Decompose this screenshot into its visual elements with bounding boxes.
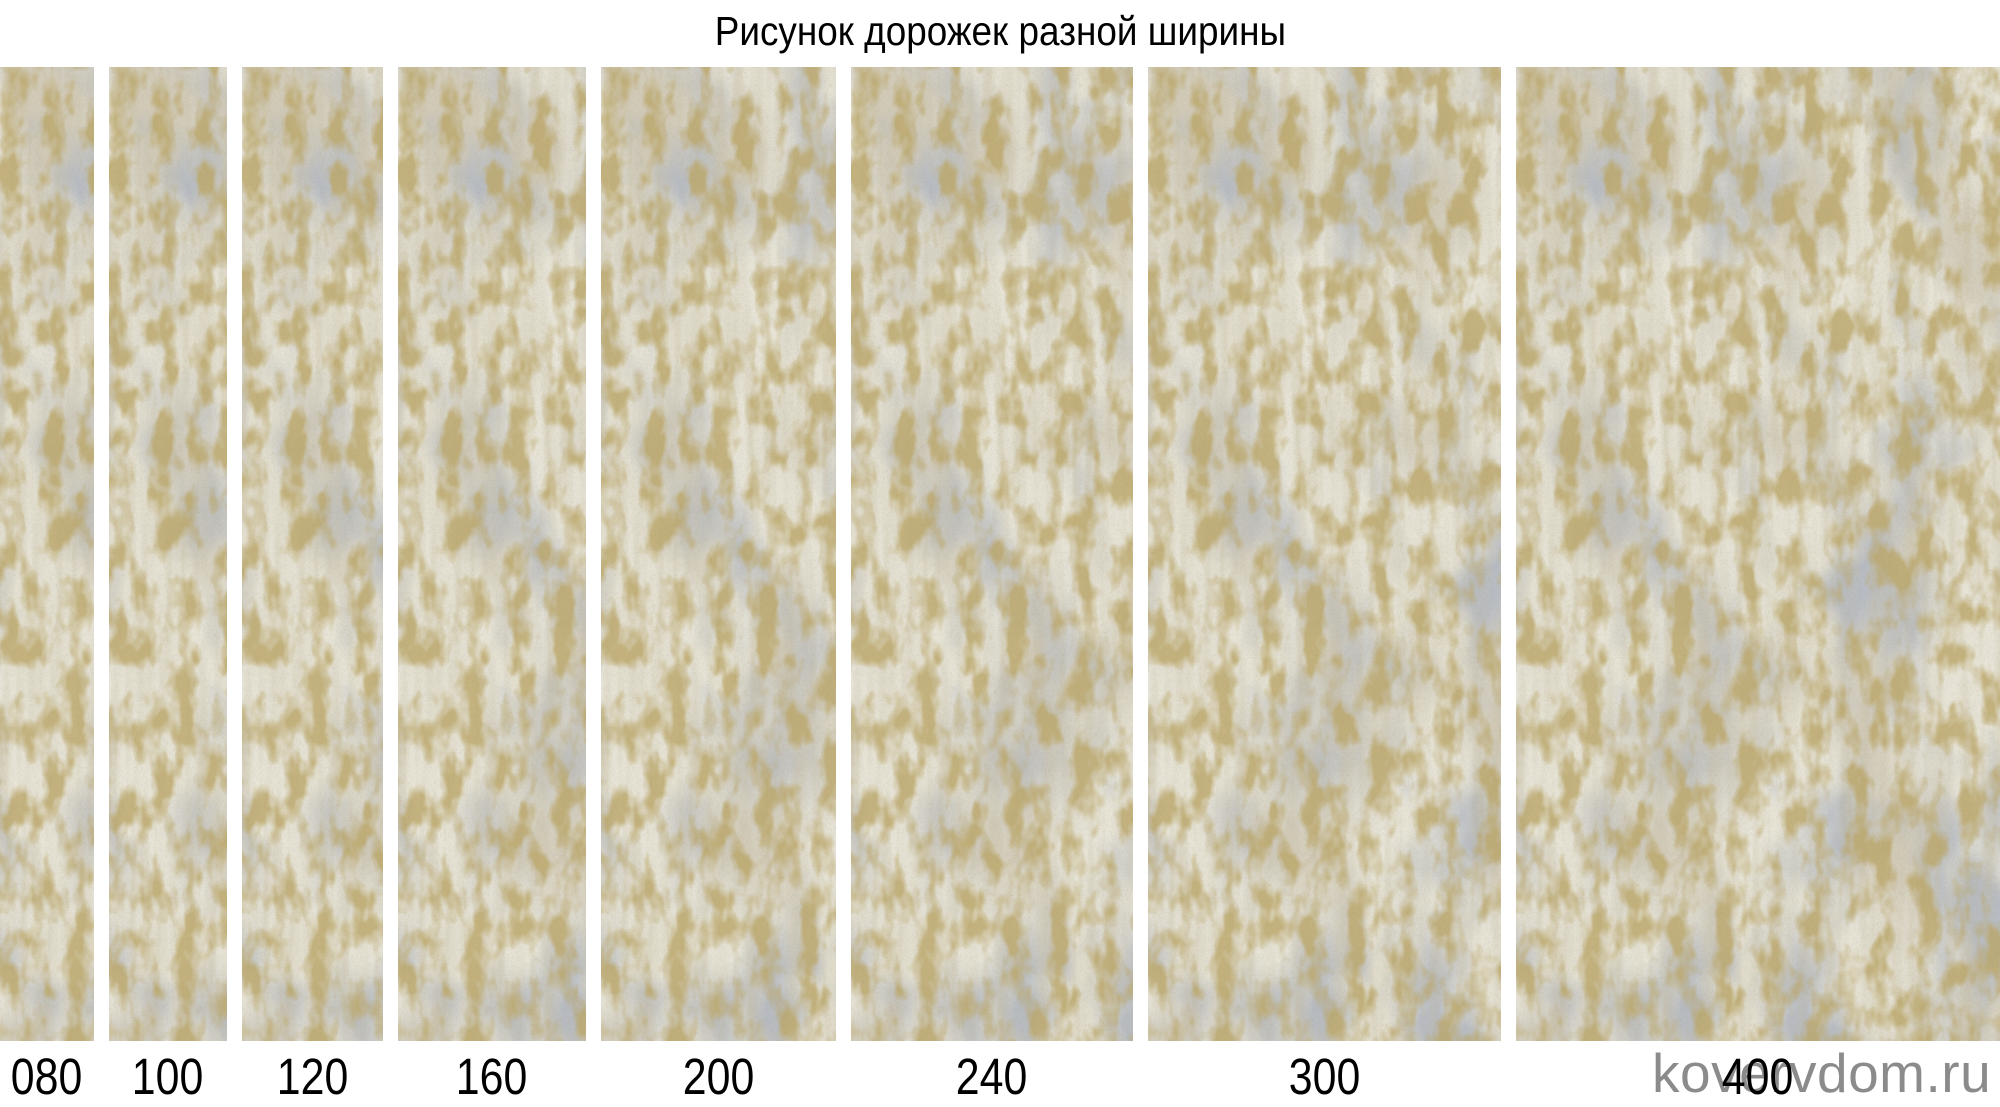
width-label-160: 160 bbox=[456, 1047, 528, 1105]
carpet-strip-120 bbox=[242, 67, 383, 1041]
width-label-200: 200 bbox=[682, 1047, 755, 1105]
label-cell-100: 100 bbox=[109, 1041, 227, 1107]
carpet-texture bbox=[398, 67, 586, 1041]
page-title: Рисунок дорожек разной ширины bbox=[714, 8, 1286, 54]
watermark-text: kovervdom.ru bbox=[1652, 1042, 1992, 1104]
carpet-texture bbox=[0, 67, 94, 1041]
carpet-strip-200 bbox=[601, 67, 836, 1041]
carpet-texture bbox=[601, 67, 836, 1041]
carpet-texture bbox=[1148, 67, 1501, 1041]
width-label-400: 400 bbox=[1722, 1047, 1794, 1105]
carpet-strip-400 bbox=[1516, 67, 2000, 1041]
carpet-strip-160 bbox=[398, 67, 586, 1041]
width-label-080: 080 bbox=[11, 1047, 83, 1105]
carpet-strip-240 bbox=[851, 67, 1133, 1041]
label-cell-300: 300 bbox=[1148, 1041, 1501, 1107]
labels-row: 080 100 120 160 200 240 300 400 bbox=[0, 1041, 2000, 1107]
carpet-texture bbox=[242, 67, 383, 1041]
label-cell-120: 120 bbox=[242, 1041, 383, 1107]
carpet-texture bbox=[851, 67, 1133, 1041]
width-label-240: 240 bbox=[956, 1047, 1028, 1105]
label-cell-200: 200 bbox=[601, 1041, 836, 1107]
width-label-300: 300 bbox=[1288, 1047, 1361, 1105]
label-cell-080: 080 bbox=[0, 1041, 94, 1107]
width-label-100: 100 bbox=[132, 1047, 204, 1105]
carpet-strip-080 bbox=[0, 67, 94, 1041]
carpet-strip-300 bbox=[1148, 67, 1501, 1041]
carpet-strip-100 bbox=[109, 67, 227, 1041]
strips-row bbox=[0, 67, 2000, 1041]
carpet-texture bbox=[109, 67, 227, 1041]
label-cell-400: 400 bbox=[1516, 1041, 2000, 1107]
title-row: Рисунок дорожек разной ширины bbox=[0, 0, 2000, 67]
width-label-120: 120 bbox=[276, 1047, 349, 1105]
label-cell-160: 160 bbox=[398, 1041, 586, 1107]
label-cell-240: 240 bbox=[851, 1041, 1133, 1107]
carpet-texture bbox=[1516, 67, 2000, 1041]
